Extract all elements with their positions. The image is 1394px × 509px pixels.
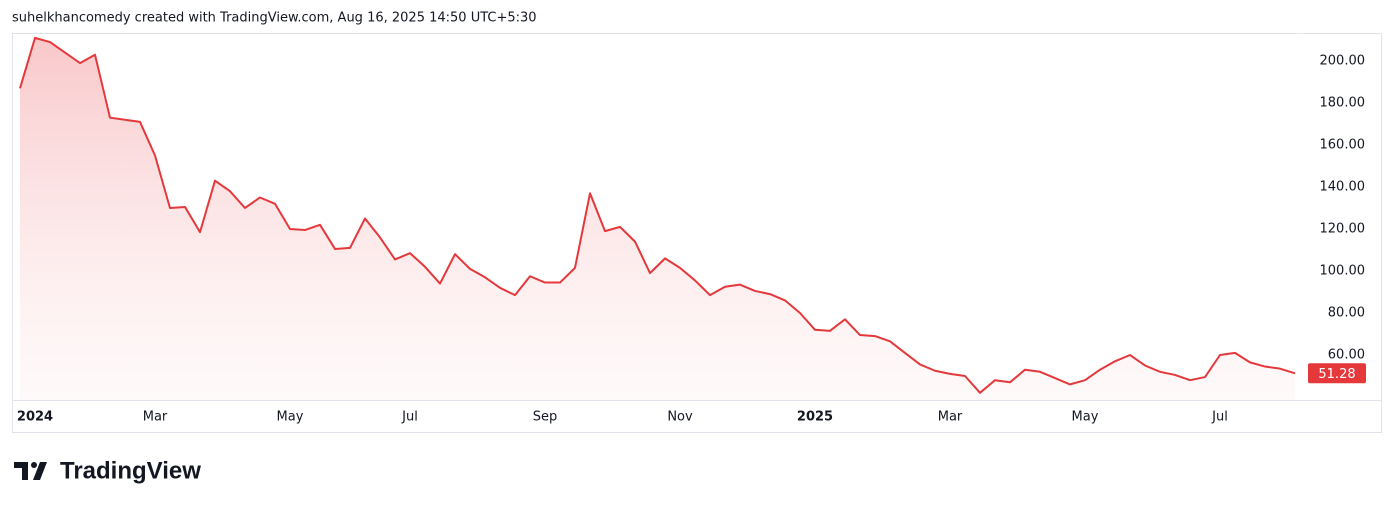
brand-name: TradingView (60, 457, 201, 484)
area-fill (20, 37, 1295, 400)
price-line (19, 36, 1296, 394)
chart-title: suhelkhancomedy created with TradingView… (12, 11, 537, 26)
logo: TradingView (14, 457, 201, 484)
y-tick-label: 120.00 (1320, 221, 1366, 236)
last-price-badge (1308, 363, 1366, 384)
x-tick-label: Jul (1211, 410, 1228, 425)
y-tick-label: 160.00 (1320, 137, 1366, 152)
x-tick-label: Jul (401, 410, 418, 425)
y-tick-label: 140.00 (1320, 179, 1366, 194)
chart-frame (12, 33, 1382, 433)
x-tick-label: Sep (533, 410, 558, 425)
y-tick-label: 180.00 (1320, 95, 1366, 110)
x-tick-label: May (1072, 410, 1099, 425)
y-tick-label: 80.00 (1328, 305, 1365, 320)
y-tick-label: 200.00 (1320, 53, 1366, 68)
x-tick-label: Mar (938, 410, 963, 425)
logo-icon (14, 462, 28, 480)
x-tick-label: Nov (667, 410, 693, 425)
logo-icon (33, 462, 47, 480)
last-price-label: 51.28 (1318, 367, 1355, 382)
x-tick-label: May (277, 410, 304, 425)
x-tick-label: 2024 (17, 410, 53, 425)
y-tick-label: 60.00 (1328, 347, 1365, 362)
y-tick-label: 100.00 (1320, 263, 1366, 278)
x-tick-label: 2025 (797, 410, 833, 425)
x-tick-label: Mar (143, 410, 168, 425)
logo-icon (31, 462, 37, 468)
